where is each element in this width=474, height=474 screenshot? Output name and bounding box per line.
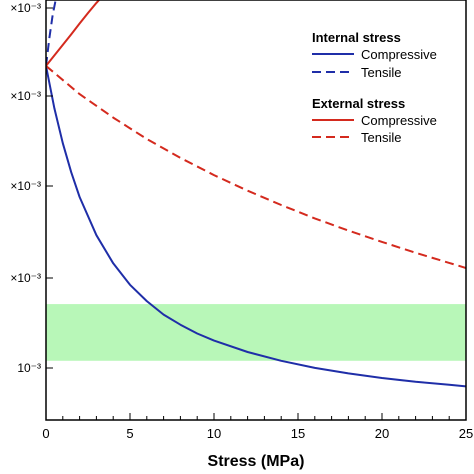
legend-group-title-internal: Internal stress — [312, 30, 401, 45]
y-tick-label: 10⁻³ — [17, 361, 41, 375]
x-axis: 0 5 10 15 20 25 — [42, 413, 473, 441]
x-tick-label: 15 — [291, 426, 305, 441]
x-tick-label: 10 — [207, 426, 221, 441]
series-line-internal-compressive — [46, 65, 466, 388]
series-line-external-compressive — [46, 0, 101, 67]
x-tick-label: 25 — [459, 426, 473, 441]
highlight-band — [46, 304, 466, 361]
legend: Internal stress Compressive Tensile Exte… — [312, 30, 437, 145]
y-axis: ×10⁻³ ×10⁻³ ×10⁻³ ×10⁻³ 10⁻³ — [10, 1, 53, 375]
y-tick-label: ×10⁻³ — [10, 1, 41, 15]
plot-frame — [45, 0, 467, 421]
series-line-internal-tensile — [46, 0, 57, 67]
y-tick-label: ×10⁻³ — [10, 271, 41, 285]
legend-label-external-compressive: Compressive — [361, 113, 437, 128]
legend-label-internal-compressive: Compressive — [361, 47, 437, 62]
x-axis-title: Stress (MPa) — [208, 453, 305, 470]
y-tick-label: ×10⁻³ — [10, 179, 41, 193]
legend-label-internal-tensile: Tensile — [361, 65, 401, 80]
y-tick-label: ×10⁻³ — [10, 89, 41, 103]
series-line-external-tensile — [46, 65, 466, 269]
x-tick-label: 5 — [126, 426, 133, 441]
legend-group-title-external: External stress — [312, 96, 405, 111]
series-layer — [46, 0, 466, 388]
x-tick-label: 0 — [42, 426, 49, 441]
x-tick-label: 20 — [375, 426, 389, 441]
legend-label-external-tensile: Tensile — [361, 130, 401, 145]
